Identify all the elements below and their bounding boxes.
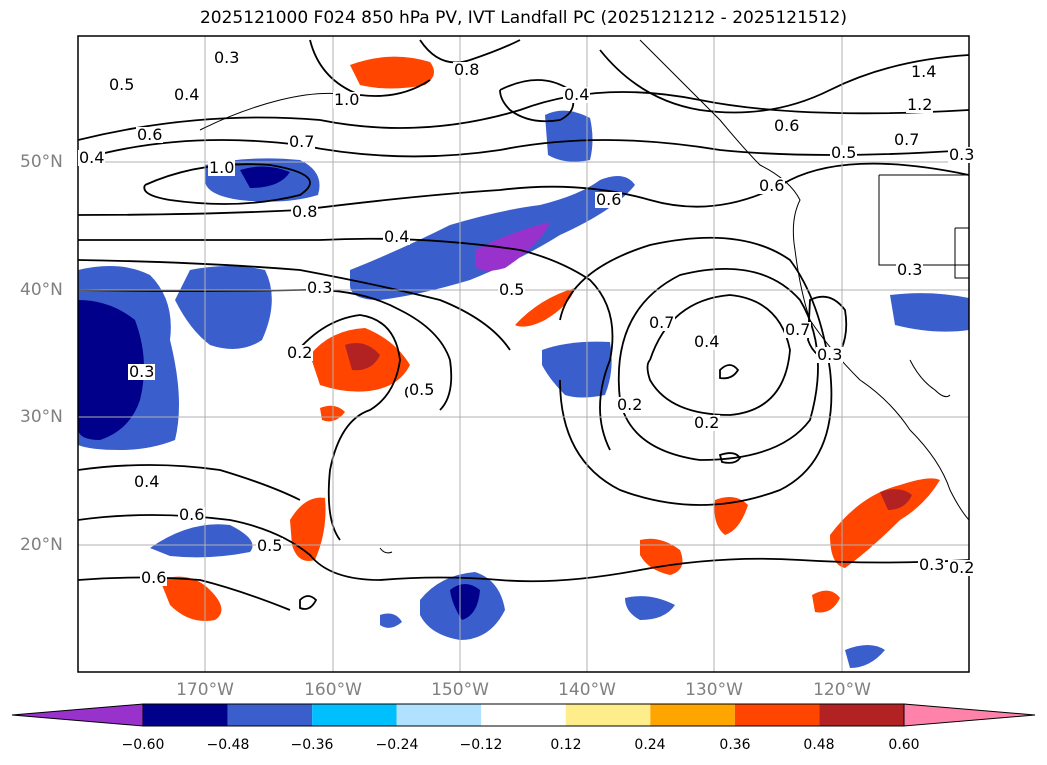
contour-label: 0.4 [173,85,201,104]
contour-label: 0.5 [108,75,136,94]
contour-label: 0.5 [830,143,858,162]
lon-label: 170°W [176,680,234,700]
contour-label: 0.4 [78,148,106,167]
contour-label: 0.6 [595,190,623,209]
contour-label: 0.6 [773,116,801,135]
contour-label: 0.6 [178,505,206,524]
contour-label: 0.5 [256,536,284,555]
coastlines [199,39,969,554]
contour-label: 0.7 [784,320,812,339]
contour-label: 0.7 [893,130,921,149]
pv-contours [78,39,969,611]
map-frame [77,35,970,673]
colorbar-segment [650,704,735,726]
map-title: 2025121000 F024 850 hPa PV, IVT Landfall… [199,8,847,28]
lon-label: 150°W [431,680,489,700]
colorbar-segment [227,704,313,726]
colorbar-segment [143,704,228,726]
contour-label: 0.2 [948,558,976,577]
contour-label: 1.2 [906,95,934,114]
contour-label: 0.2 [616,395,644,414]
lat-label: 50°N [20,152,63,172]
contour-label: 0.3 [896,260,924,279]
contour-label: 0.4 [383,227,411,246]
contour-label: 0.8 [291,202,319,221]
colorbar-tick-label: 0.48 [803,737,835,753]
lat-label: 40°N [20,280,63,300]
colorbar-tick-label: −0.60 [121,737,165,753]
contour-label: 0.6 [136,125,164,144]
contour-label: 0.3 [128,362,156,381]
contour-label: 0.4 [563,85,591,104]
colorbar-tick-label: 0.36 [719,737,751,753]
colorbar-extend-low [11,703,144,727]
contour-label: 0.5 [408,380,436,399]
colorbar-tick-label: −0.12 [459,737,503,753]
colorbar-segment [565,704,651,726]
colorbar-tick-label: 0.60 [888,737,920,753]
contour-label: 0.6 [140,568,168,587]
colorbar-segment [312,704,397,726]
contour-label: 1.4 [910,62,938,81]
contour-label: 0.7 [648,313,676,332]
contour-label: 1.0 [333,90,361,109]
negative-anomaly-regions [78,110,969,668]
colorbar-frame [142,703,905,727]
lat-label: 20°N [20,535,63,555]
colorbar-tick-label: −0.36 [290,737,334,753]
contour-label: 0.2 [693,413,721,432]
contour-label: 0.3 [816,345,844,364]
colorbar-segment [481,704,566,726]
colorbar-segment [396,704,482,726]
lon-label: 140°W [558,680,616,700]
colorbar-tick-label: 0.24 [634,737,666,753]
colorbar-segment [819,704,904,726]
lat-label: 30°N [20,407,63,427]
colorbar-tick-label: −0.24 [375,737,419,753]
colorbar [11,703,1036,727]
contour-label: 0.3 [918,555,946,574]
colorbar-segment [734,704,820,726]
contour-label: 0.4 [693,332,721,351]
contour-label: 1.0 [208,158,236,177]
contour-label: 0.3 [948,145,976,164]
contour-label: 0.3 [213,48,241,67]
positive-anomaly-regions [160,56,940,621]
contour-label: 0.7 [288,132,316,151]
lon-label: 130°W [685,680,743,700]
graticule [78,36,969,672]
contour-label: 0.2 [286,343,314,362]
colorbar-tick-label: 0.12 [550,737,582,753]
colorbar-tick-label: −0.48 [206,737,250,753]
contour-label: 0.4 [133,472,161,491]
lon-label: 160°W [304,680,362,700]
colorbar-extend-high [903,703,1036,727]
contour-label: 0.8 [453,60,481,79]
contour-label: 0.3 [306,278,334,297]
contour-label: 0.6 [758,176,786,195]
contour-label: 0.5 [498,280,526,299]
lon-label: 120°W [813,680,871,700]
